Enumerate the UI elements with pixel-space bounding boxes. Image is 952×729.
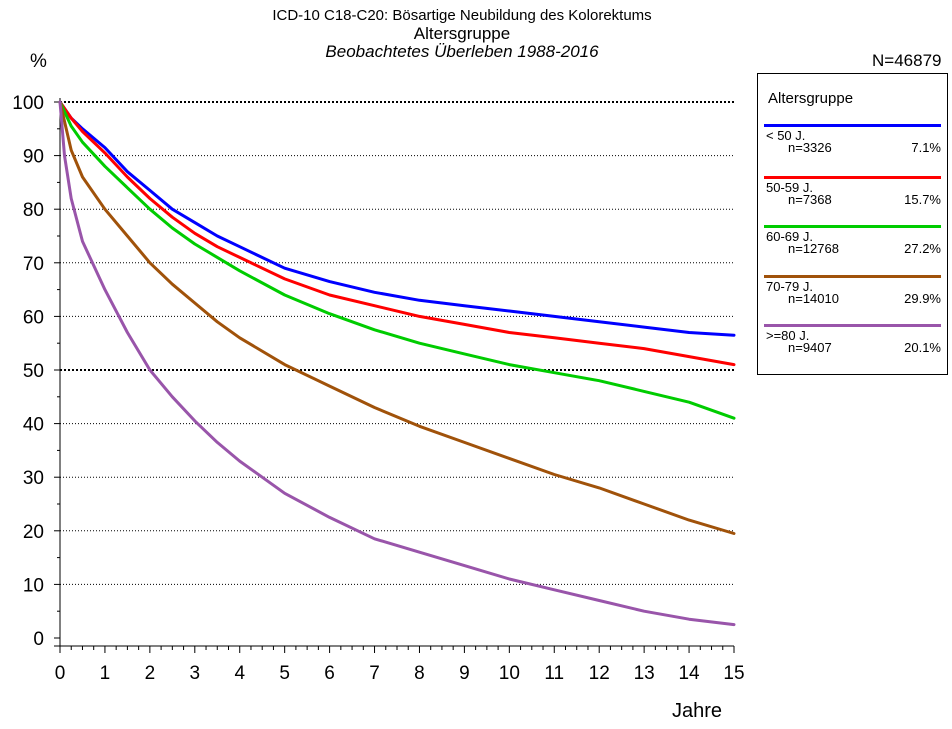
legend-line-80-plus — [764, 324, 941, 327]
series-line-2 — [58, 100, 736, 420]
x-tick-label: 9 — [459, 663, 470, 684]
legend-pct: 15.7% — [904, 192, 941, 207]
legend-n: n=9407 — [788, 340, 832, 355]
total-count-label: N=46879 — [872, 51, 942, 70]
y-tick-label: 10 — [23, 575, 44, 596]
legend-line-60-69 — [764, 225, 941, 228]
legend-name: 60-69 J. — [766, 229, 813, 244]
x-tick-label: 8 — [414, 663, 425, 684]
legend-line-under-50 — [764, 124, 941, 127]
series-line-1 — [58, 100, 736, 367]
chart-subtitle: Altersgruppe — [413, 24, 511, 43]
y-axis-label: % — [30, 51, 47, 72]
y-tick-label: 90 — [23, 147, 44, 168]
x-tick-label: 13 — [634, 663, 655, 684]
legend-n: n=3326 — [788, 140, 832, 155]
x-axis-label: Jahre — [672, 700, 723, 722]
legend-line-70-79 — [764, 275, 941, 278]
y-tick-label: 60 — [23, 307, 44, 328]
x-tick-label: 6 — [324, 663, 335, 684]
x-tick-label: 15 — [723, 663, 744, 684]
legend-n: n=14010 — [788, 291, 839, 306]
x-tick-label: 4 — [234, 663, 245, 684]
legend-n: n=7368 — [788, 192, 832, 207]
series-line-0 — [58, 100, 736, 337]
y-tick-label: 30 — [23, 468, 44, 489]
y-tick-label: 20 — [23, 522, 44, 543]
chart-subtitle-2: Beobachtetes Überleben 1988-2016 — [325, 42, 599, 61]
series-line-3 — [58, 100, 736, 535]
legend-n: n=12768 — [788, 241, 839, 256]
x-tick-label: 11 — [544, 663, 564, 684]
chart-title: ICD-10 C18-C20: Bösartige Neubildung des… — [272, 7, 652, 24]
y-tick-label: 0 — [33, 629, 44, 650]
series-line-4 — [58, 100, 736, 627]
legend-name: >=80 J. — [766, 328, 810, 343]
legend: Altersgruppe < 50 J. n=3326 7.1% 50-59 J… — [757, 73, 948, 375]
legend-title: Altersgruppe — [768, 90, 854, 107]
x-tick-label: 1 — [100, 663, 111, 684]
y-tick-label: 70 — [23, 254, 44, 275]
legend-item-80-plus: >=80 J. n=9407 20.1% — [758, 324, 947, 374]
legend-pct: 27.2% — [904, 241, 941, 256]
y-tick-label: 50 — [23, 361, 44, 382]
legend-item-60-69: 60-69 J. n=12768 27.2% — [758, 225, 947, 275]
x-tick-label: 14 — [678, 663, 700, 684]
legend-pct: 29.9% — [904, 291, 941, 306]
legend-name: 70-79 J. — [766, 279, 813, 294]
legend-name: 50-59 J. — [766, 180, 813, 195]
x-tick-label: 0 — [55, 663, 66, 684]
legend-name: < 50 J. — [766, 128, 806, 143]
legend-line-50-59 — [764, 176, 941, 179]
x-tick-label: 2 — [145, 663, 156, 684]
y-tick-label: 40 — [23, 415, 44, 436]
x-tick-label: 10 — [499, 663, 520, 684]
legend-pct: 20.1% — [904, 340, 941, 355]
legend-item-under-50: < 50 J. n=3326 7.1% — [758, 124, 947, 174]
y-tick-label: 100 — [12, 93, 44, 114]
y-tick-label: 80 — [23, 200, 44, 221]
x-tick-label: 3 — [190, 663, 201, 684]
x-tick-label: 7 — [369, 663, 380, 684]
legend-pct: 7.1% — [911, 140, 941, 155]
x-tick-label: 5 — [279, 663, 290, 684]
legend-item-70-79: 70-79 J. n=14010 29.9% — [758, 275, 947, 325]
x-tick-label: 12 — [589, 663, 610, 684]
legend-item-50-59: 50-59 J. n=7368 15.7% — [758, 176, 947, 226]
